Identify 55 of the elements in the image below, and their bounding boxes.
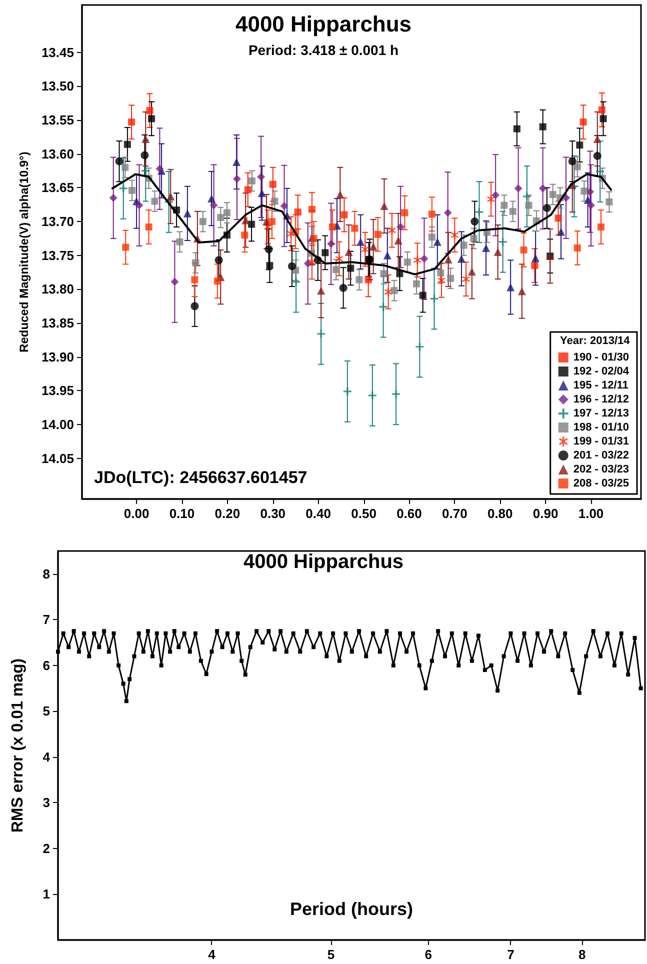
- x-tick-label: 6: [424, 947, 432, 962]
- y-axis-title: Reduced Magnitude(V) alpha(10.9°): [17, 152, 31, 352]
- legend-label: 208 - 03/25: [573, 478, 629, 490]
- legend-label: 201 - 03/22: [573, 450, 629, 462]
- legend-label: 197 - 12/13: [573, 408, 629, 420]
- y-tick-label: 13.50: [41, 78, 74, 94]
- y-tick-label: 1: [42, 886, 50, 902]
- chart-title: 4000 Hipparchus: [243, 551, 404, 573]
- y-tick-label: 13.85: [41, 316, 74, 331]
- x-tick-label: 1.00: [578, 506, 604, 521]
- x-tick-label: 0.90: [532, 506, 558, 521]
- x-tick-label: 8: [578, 947, 586, 962]
- x-tick-label: 0.00: [124, 506, 150, 521]
- x-tick-label: 0.80: [487, 506, 513, 521]
- x-tick-label: 0.50: [351, 506, 376, 521]
- y-tick-label: 13.45: [41, 44, 74, 60]
- x-tick-label: 0.20: [214, 506, 240, 521]
- x-tick-label: 0.70: [442, 506, 468, 521]
- y-tick-label: 4: [42, 749, 51, 764]
- y-tick-label: 13.80: [41, 282, 74, 297]
- y-tick-label: 13.90: [41, 349, 74, 364]
- x-axis-title: Period (hours): [290, 899, 414, 919]
- x-tick-label: 7: [507, 947, 514, 962]
- x-tick-label: 0.60: [396, 506, 422, 521]
- legend-label: 198 - 01/10: [573, 422, 629, 434]
- y-tick-label: 5: [42, 704, 50, 719]
- y-tick-label: 8: [42, 566, 50, 582]
- y-axis-title: RMS error (x 0.01 mag): [10, 658, 26, 833]
- x-tick-label: 0.30: [260, 506, 286, 521]
- x-tick-label: 5: [327, 947, 335, 962]
- legend-label: 202 - 03/23: [573, 464, 629, 476]
- x-tick-label: 0.10: [169, 506, 195, 521]
- y-tick-label: 3: [42, 795, 50, 810]
- y-tick-label: 14.05: [41, 450, 74, 466]
- x-tick-label: 4: [208, 947, 216, 962]
- y-tick-label: 13.75: [41, 248, 74, 263]
- y-tick-label: 13.60: [41, 146, 74, 162]
- x-tick-label: 0.40: [306, 506, 331, 521]
- text: Period: 3.418 ± 0.001 h: [248, 42, 399, 58]
- legend-label: 195 - 12/11: [573, 380, 628, 392]
- y-tick-label: 2: [42, 840, 50, 856]
- legend-label: 196 - 12/12: [573, 394, 629, 406]
- y-tick-label: 7: [42, 612, 50, 628]
- y-tick-label: 6: [42, 658, 50, 673]
- legend-label: 192 - 02/04: [573, 366, 630, 378]
- legend-label: 190 - 01/30: [573, 352, 629, 364]
- y-tick-label: 13.95: [41, 383, 74, 398]
- legend-label: 199 - 01/31: [573, 436, 629, 448]
- y-tick-label: 13.55: [41, 112, 74, 128]
- annotation: JDo(LTC): 2456637.601457: [94, 468, 308, 487]
- y-tick-label: 13.70: [41, 214, 74, 230]
- y-tick-label: 13.65: [41, 180, 74, 196]
- chart-title: 4000 Hipparchus: [235, 12, 412, 36]
- y-tick-label: 14.00: [41, 417, 74, 432]
- legend-title: Year: 2013/14: [560, 334, 631, 347]
